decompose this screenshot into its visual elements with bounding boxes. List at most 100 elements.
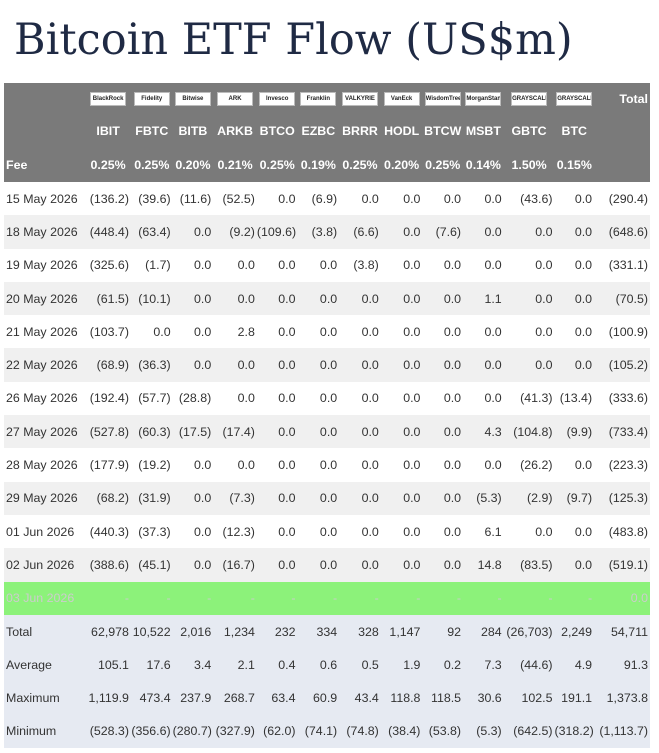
ticker-total-blank — [594, 114, 650, 147]
flow-cell: 0.0 — [554, 548, 595, 582]
fee-label: Fee — [4, 147, 86, 182]
row-total-cell: (483.8) — [608, 524, 648, 539]
row-total-cell: (100.9) — [608, 324, 648, 339]
fee-cell: 0.20% — [172, 147, 214, 182]
summary-cell: 0.5 — [339, 648, 381, 682]
flow-cell: 0.0 — [361, 458, 379, 473]
flow-cell: 6.1 — [484, 524, 502, 539]
row-total-cell: (70.5) — [594, 281, 650, 316]
summary-cell: 473.4 — [130, 681, 173, 715]
summary-row: Average 105.1 17.6 3.4 2.1 0.4 0.6 0.5 1.9 0.2 7.3… — [4, 648, 650, 682]
row-date: 22 May 2026 — [4, 348, 86, 382]
summary-row: Maximum 1,119.9 473.4 237.9 268.7 63.4 60.9 43.… — [4, 681, 650, 715]
summary-cell: 2.1 — [213, 648, 257, 682]
flow-cell: 0.0 — [339, 548, 381, 582]
fund-logo-cell: Fidelity — [130, 83, 173, 114]
table-row: 21 May 2026 (103.7) 0.0 0.0 2.8 0.0 0.0 0.0 0.0 0… — [4, 315, 650, 348]
flow-cell: 0.0 — [256, 348, 298, 382]
ticker-header: BTCW — [422, 114, 464, 147]
flow-cell: (45.1) — [130, 548, 173, 582]
flow-cell: 0.0 — [213, 281, 257, 316]
summary-cell: 1,147 — [380, 614, 423, 649]
fund-logo-icon: ARK — [217, 91, 254, 106]
flow-cell: 0.0 — [554, 281, 595, 316]
flow-cell: 0.0 — [319, 258, 338, 273]
flow-cell: 0.0 — [278, 524, 296, 539]
flow-cell: 14.8 — [463, 548, 504, 582]
flow-cell: - — [503, 581, 555, 615]
ticker-header: MSBT — [463, 114, 504, 147]
flow-cell: 0.0 — [380, 281, 423, 316]
flow-cell: (39.6) — [138, 191, 171, 206]
flow-cell: 0.0 — [574, 524, 593, 539]
flow-cell: 0.0 — [339, 415, 381, 449]
flow-cell: 0.0 — [574, 191, 593, 206]
flow-cell: 0.0 — [380, 415, 423, 449]
table-row: 28 May 2026 (177.9) (19.2) 0.0 0.0 0.0 0.0 0.0 0… — [4, 448, 650, 481]
table-row: 29 May 2026 (68.2) (31.9) 0.0 (7.3) 0.0 0.0 0.0… — [4, 481, 650, 515]
summary-cell: 54,711 — [594, 614, 650, 649]
flow-cell: 0.0 — [554, 348, 595, 382]
fund-logo-cell: Invesco — [256, 83, 298, 114]
flow-cell: 0.0 — [403, 324, 421, 339]
flow-cell: 0.0 — [422, 548, 464, 582]
ticker-header: HODL — [380, 114, 423, 147]
ticker-header: BITB — [172, 114, 214, 147]
fund-logo-cell: VALKYRIE — [339, 83, 381, 114]
row-total-cell: (290.4) — [608, 191, 648, 206]
fee-cell: 0.25% — [339, 147, 381, 182]
summary-cell: 43.4 — [339, 681, 381, 715]
row-total-cell: (105.2) — [594, 348, 650, 382]
fund-logo-cell: GRAYSCALE — [554, 83, 595, 114]
row-date: 19 May 2026 — [6, 258, 78, 273]
summary-cell: (5.3) — [463, 714, 504, 749]
fund-logo-icon: GRAYSCALE — [511, 91, 548, 106]
flow-cell: 0.0 — [319, 324, 338, 339]
summary-cell: 105.1 — [85, 648, 131, 682]
flow-cell: (37.3) — [138, 524, 171, 539]
flow-cell: (11.6) — [179, 191, 212, 206]
fund-logo-icon: Bitwise — [174, 91, 211, 106]
ticker-header: GBTC — [503, 114, 555, 147]
flow-cell: 0.0 — [319, 391, 338, 406]
summary-cell: 10,522 — [130, 614, 173, 649]
ticker-header: BTCO — [256, 114, 298, 147]
summary-cell: (53.8) — [422, 714, 464, 749]
flow-cell: (60.3) — [130, 415, 173, 449]
summary-cell: 3.4 — [172, 648, 214, 682]
flow-cell: 0.0 — [443, 458, 462, 473]
flow-cell: 2.8 — [237, 324, 255, 339]
flow-cell: - — [85, 581, 131, 615]
flow-cell: 0.0 — [535, 258, 553, 273]
flow-cell: (17.5) — [172, 415, 214, 449]
flow-cell: 0.0 — [463, 215, 504, 249]
table-row: 15 May 2026 (136.2) (39.6) (11.6) (52.5) 0.0 (… — [4, 182, 650, 215]
summary-label: Minimum — [4, 714, 86, 749]
flow-cell: 0.0 — [193, 458, 212, 473]
summary-cell: 17.6 — [130, 648, 173, 682]
flow-cell: 0.0 — [403, 258, 421, 273]
row-date: 01 Jun 2026 — [6, 524, 75, 539]
flow-cell: - — [339, 581, 381, 615]
flow-cell: (16.7) — [213, 548, 257, 582]
flow-cell: (325.6) — [89, 258, 129, 273]
summary-cell: 7.3 — [463, 648, 504, 682]
summary-cell: (26,703) — [503, 614, 555, 649]
flow-cell: (9.9) — [554, 415, 595, 449]
flow-cell: (63.4) — [130, 215, 173, 249]
summary-cell: 2,016 — [172, 614, 214, 649]
row-date: 26 May 2026 — [6, 391, 78, 406]
fund-logo-icon: WisdomTree — [424, 91, 461, 106]
flow-cell: 0.0 — [361, 191, 379, 206]
flow-cell: 0.0 — [256, 548, 298, 582]
summary-cell: 1,234 — [213, 614, 257, 649]
flow-cell: 0.0 — [319, 524, 338, 539]
flow-cell: (68.2) — [85, 481, 131, 515]
flow-cell: (3.8) — [297, 215, 340, 249]
flow-cell: (104.8) — [503, 415, 555, 449]
table-row: 26 May 2026 (192.4) (57.7) (28.8) 0.0 0.0 0.0 0… — [4, 382, 650, 415]
flow-cell: 0.0 — [172, 481, 214, 515]
flow-cell: 0.0 — [278, 258, 296, 273]
flow-cell: 0.0 — [172, 281, 214, 316]
flow-cell: (109.6) — [256, 215, 298, 249]
